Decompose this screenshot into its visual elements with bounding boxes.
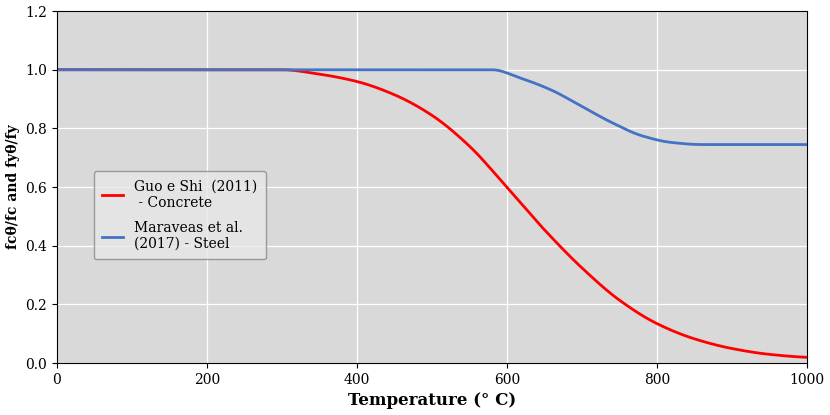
Maraveas et al.
(2017) - Steel: [372, 67, 382, 72]
Legend: Guo e Shi  (2011)
 - Concrete, Maraveas et al.
(2017) - Steel: Guo e Shi (2011) - Concrete, Maraveas et…: [94, 171, 266, 259]
Guo e Shi  (2011)
 - Concrete: [706, 341, 716, 346]
X-axis label: Temperature (° C): Temperature (° C): [348, 393, 516, 410]
Y-axis label: fcθ/fc and fyθ/fy: fcθ/fc and fyθ/fy: [6, 125, 20, 249]
Line: Maraveas et al.
(2017) - Steel: Maraveas et al. (2017) - Steel: [56, 70, 807, 144]
Maraveas et al.
(2017) - Steel: [788, 142, 798, 147]
Guo e Shi  (2011)
 - Concrete: [372, 85, 382, 90]
Line: Guo e Shi  (2011)
 - Concrete: Guo e Shi (2011) - Concrete: [56, 70, 807, 357]
Maraveas et al.
(2017) - Steel: [697, 142, 707, 147]
Guo e Shi  (2011)
 - Concrete: [802, 355, 812, 360]
Maraveas et al.
(2017) - Steel: [706, 142, 716, 147]
Maraveas et al.
(2017) - Steel: [802, 142, 812, 147]
Maraveas et al.
(2017) - Steel: [51, 67, 61, 72]
Guo e Shi  (2011)
 - Concrete: [787, 354, 797, 359]
Maraveas et al.
(2017) - Steel: [182, 67, 192, 72]
Guo e Shi  (2011)
 - Concrete: [339, 76, 349, 81]
Guo e Shi  (2011)
 - Concrete: [51, 67, 61, 72]
Guo e Shi  (2011)
 - Concrete: [182, 67, 192, 72]
Guo e Shi  (2011)
 - Concrete: [137, 67, 147, 72]
Maraveas et al.
(2017) - Steel: [339, 67, 349, 72]
Maraveas et al.
(2017) - Steel: [137, 67, 147, 72]
